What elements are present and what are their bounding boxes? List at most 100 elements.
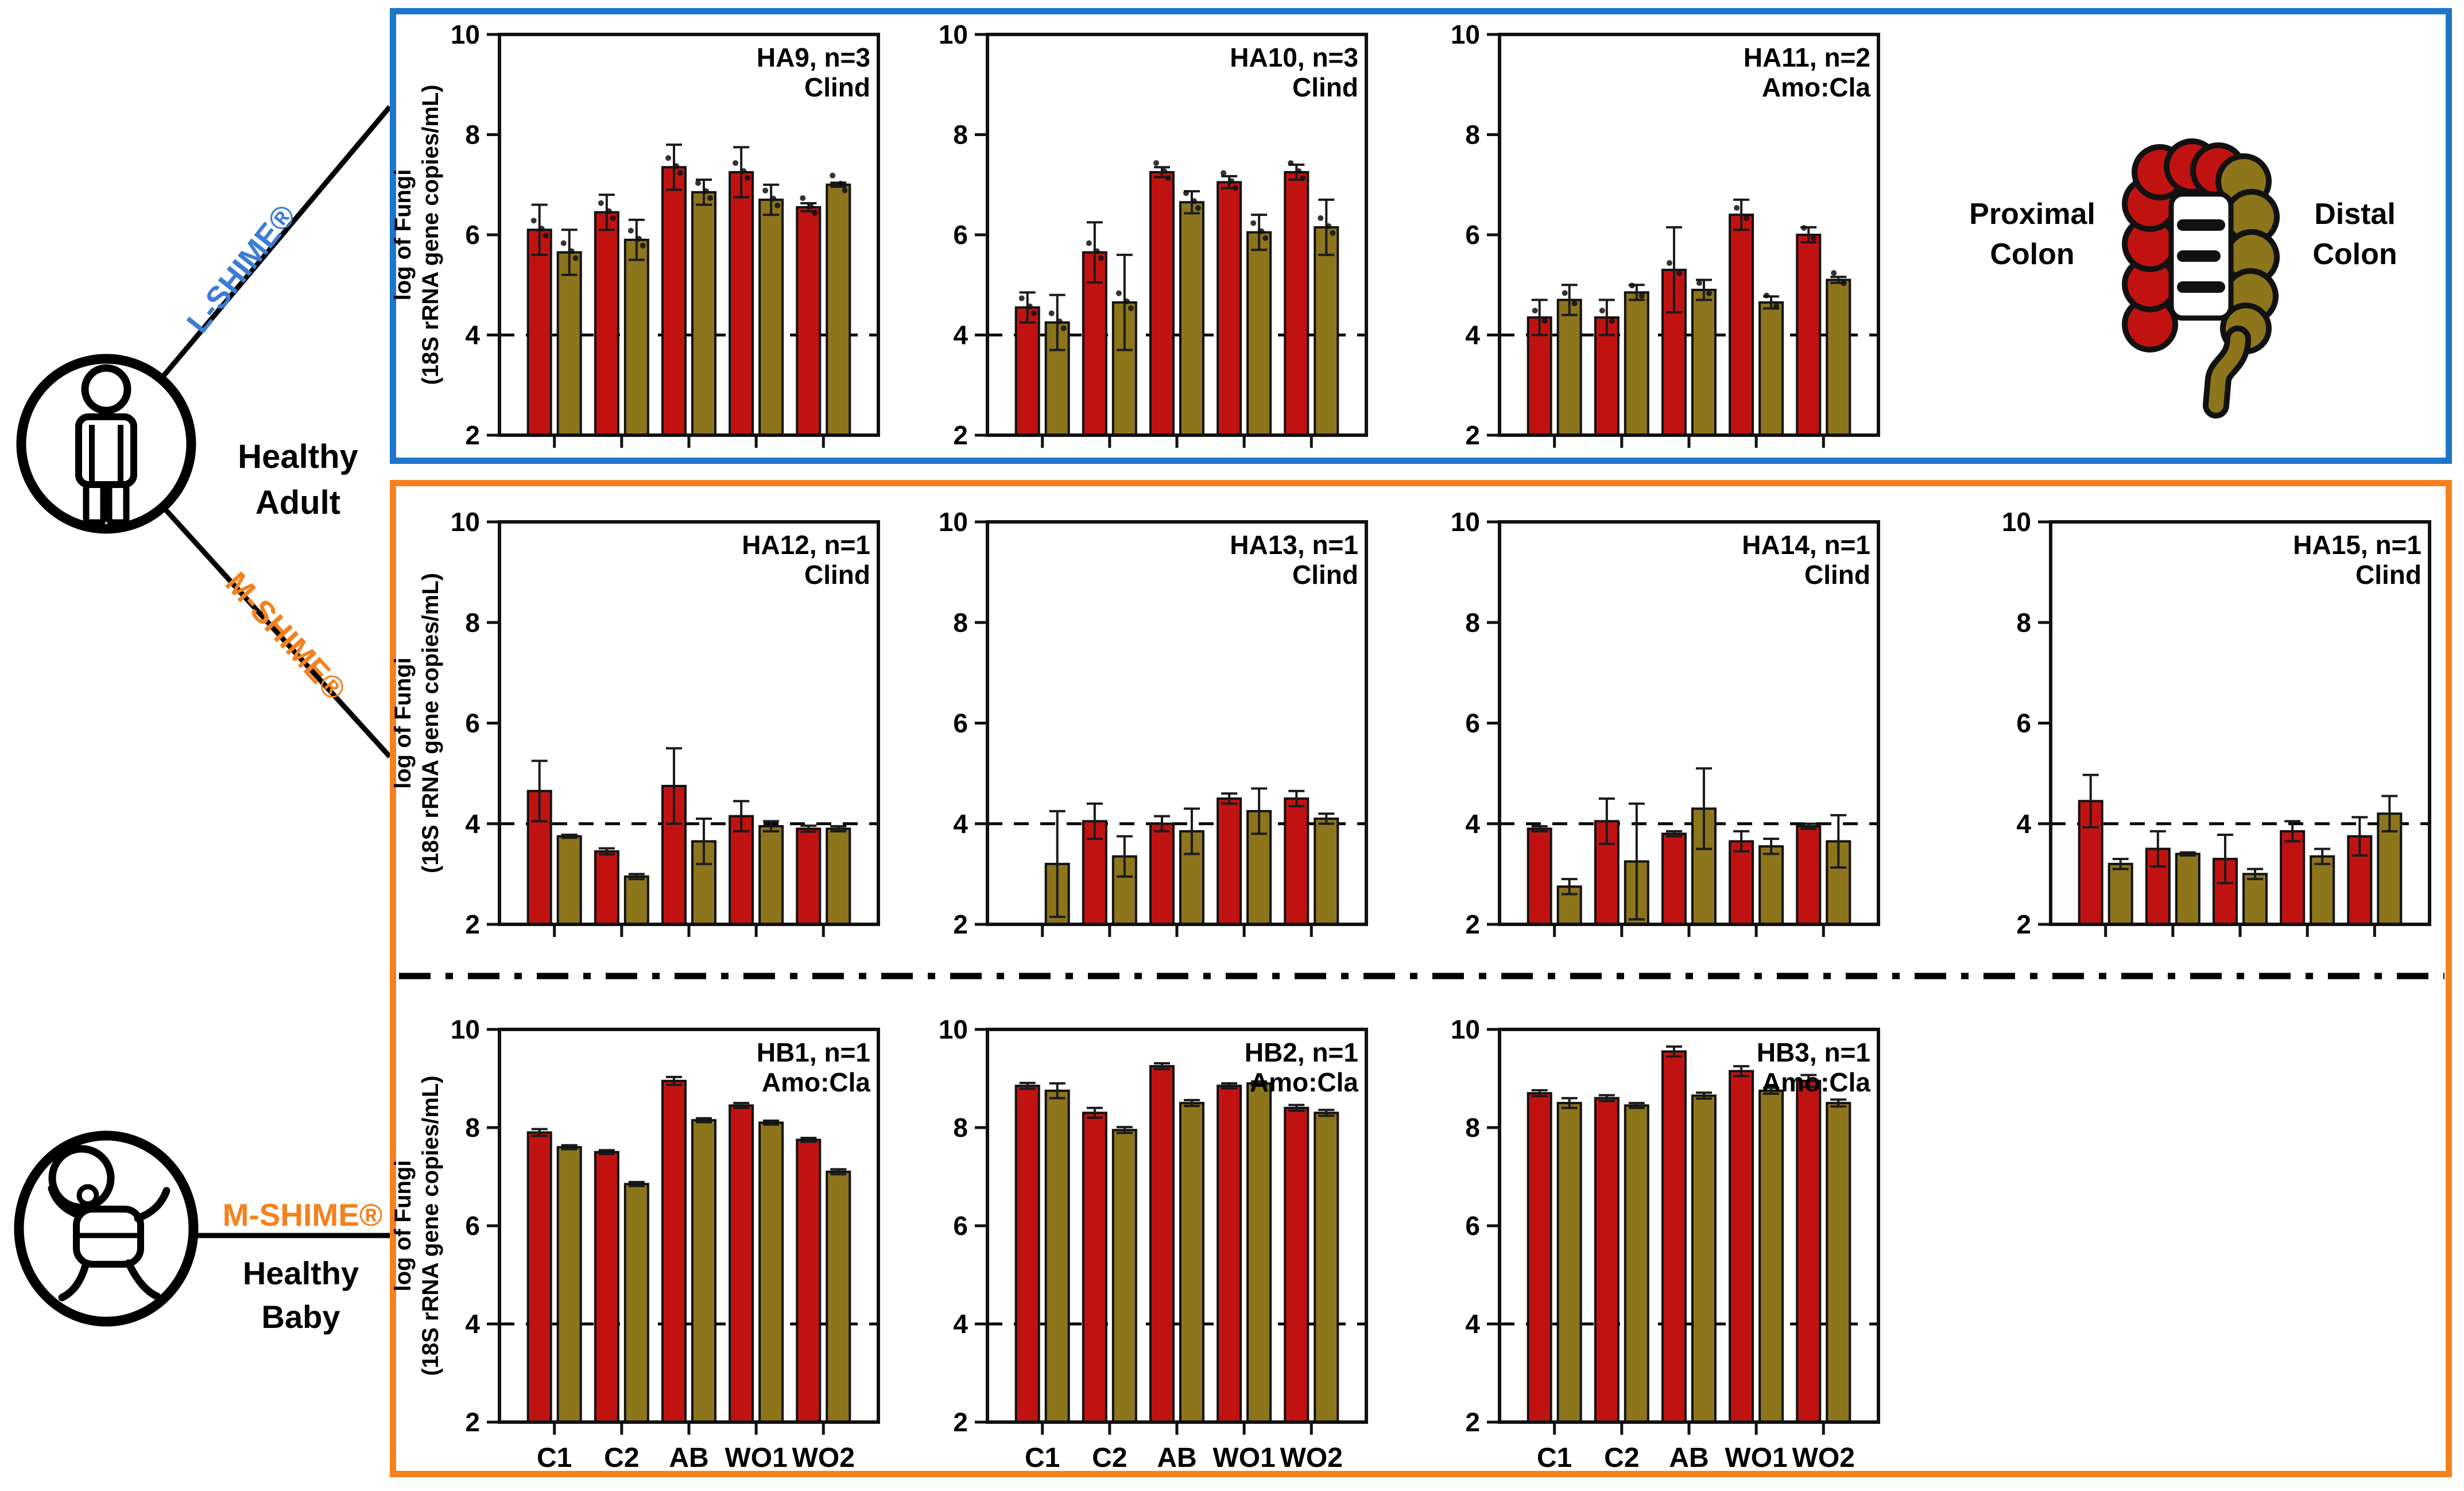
mshime-group-box — [390, 480, 2452, 1477]
bar-distal — [826, 183, 851, 436]
bar-distal — [758, 1121, 784, 1423]
svg-text:C1: C1 — [537, 1443, 572, 1473]
svg-text:6: 6 — [953, 708, 968, 738]
svg-text:4: 4 — [1465, 1309, 1480, 1339]
svg-text:Amo:Cla: Amo:Cla — [1762, 1067, 1871, 1097]
bar-distal — [1691, 1094, 1717, 1424]
svg-text:2: 2 — [1465, 909, 1480, 939]
svg-text:log of Fungi: log of Fungi — [390, 169, 416, 301]
bar-proximal — [594, 850, 619, 925]
bar-proximal — [1284, 797, 1310, 925]
bar-proximal — [1661, 1050, 1687, 1424]
bar-proximal — [1729, 840, 1754, 926]
proximal-colon-label: Proximal Colon — [1946, 194, 2118, 274]
svg-text:Clind: Clind — [804, 72, 870, 102]
bar-distal — [1624, 1104, 1649, 1423]
bar-distal — [1826, 1102, 1851, 1423]
bar-distal — [691, 191, 716, 436]
svg-text:8: 8 — [1465, 607, 1480, 637]
bar-proximal — [1014, 306, 1040, 437]
svg-text:(18S rRNA gene copies/mL): (18S rRNA gene copies/mL) — [418, 573, 443, 873]
bar-distal — [623, 875, 649, 925]
svg-text:4: 4 — [465, 1309, 480, 1339]
bar-proximal — [594, 1151, 619, 1423]
svg-text:Clind: Clind — [2355, 560, 2422, 590]
bar-distal — [623, 238, 649, 436]
svg-text:Amo:Cla: Amo:Cla — [762, 1067, 871, 1097]
bar-proximal — [661, 166, 687, 436]
svg-text:6: 6 — [953, 220, 968, 250]
distal-colon-line1: Distal — [2314, 197, 2396, 231]
svg-text:4: 4 — [953, 320, 968, 350]
svg-text:2: 2 — [1465, 1407, 1480, 1437]
svg-text:4: 4 — [953, 1309, 968, 1339]
svg-text:2: 2 — [2016, 909, 2031, 939]
bar-distal — [758, 825, 784, 925]
bar-proximal — [1149, 822, 1175, 925]
m-shime-baby-label: M-SHIME® — [222, 1197, 383, 1233]
bar-proximal — [796, 1138, 822, 1423]
bar-proximal — [1216, 797, 1242, 925]
svg-text:10: 10 — [451, 1014, 480, 1044]
svg-text:8: 8 — [465, 1113, 480, 1143]
bar-distal — [1179, 201, 1204, 436]
svg-text:HA12, n=1: HA12, n=1 — [742, 530, 870, 560]
svg-text:C1: C1 — [1537, 1443, 1572, 1473]
svg-text:2: 2 — [465, 909, 480, 939]
bar-distal — [2242, 873, 2268, 925]
svg-text:4: 4 — [953, 809, 968, 839]
bar-distal — [1044, 1089, 1070, 1423]
bar-distal — [758, 198, 784, 436]
bar-proximal — [661, 1079, 687, 1423]
svg-text:8: 8 — [953, 607, 968, 637]
svg-text:WO2: WO2 — [1792, 1443, 1855, 1473]
svg-text:6: 6 — [465, 220, 480, 250]
healthy-baby-icon — [14, 1130, 199, 1327]
svg-text:log of Fungi: log of Fungi — [390, 1160, 416, 1292]
svg-text:10: 10 — [939, 507, 968, 537]
svg-text:AB: AB — [1157, 1443, 1196, 1473]
bar-proximal — [796, 827, 822, 926]
bar-proximal — [729, 815, 754, 926]
bar-distal — [1246, 231, 1272, 436]
distal-colon-line2: Colon — [2312, 238, 2397, 271]
svg-text:4: 4 — [2016, 809, 2031, 839]
bar-proximal — [1796, 1079, 1822, 1423]
svg-text:C2: C2 — [604, 1443, 639, 1473]
healthy-adult-line2: Adult — [255, 484, 341, 521]
bar-proximal — [729, 1104, 754, 1423]
bar-proximal — [1284, 1106, 1310, 1424]
bar-distal — [1624, 291, 1649, 436]
svg-text:HA11, n=2: HA11, n=2 — [1744, 42, 1870, 72]
svg-text:C1: C1 — [1025, 1443, 1060, 1473]
svg-text:8: 8 — [1465, 1113, 1480, 1143]
bar-proximal — [1527, 827, 1552, 926]
svg-text:Amo:Cla: Amo:Cla — [1762, 72, 1871, 102]
svg-text:8: 8 — [953, 120, 968, 150]
healthy-adult-icon — [16, 354, 196, 534]
bar-proximal — [1729, 214, 1754, 436]
svg-text:HB1, n=1: HB1, n=1 — [757, 1037, 870, 1067]
svg-text:10: 10 — [939, 1014, 968, 1044]
lshime-group-box — [390, 8, 2452, 464]
m-shime-adult-label: M-SHIME® — [218, 565, 354, 707]
svg-text:6: 6 — [1465, 708, 1480, 738]
svg-text:HB3, n=1: HB3, n=1 — [1757, 1037, 1870, 1067]
bar-distal — [1314, 1112, 1339, 1424]
bar-distal — [556, 835, 582, 925]
svg-text:6: 6 — [465, 1211, 480, 1241]
proximal-colon-line2: Colon — [1990, 238, 2075, 271]
svg-text:C2: C2 — [1092, 1443, 1127, 1473]
svg-text:4: 4 — [1465, 809, 1480, 839]
svg-text:Clind: Clind — [1804, 560, 1870, 590]
connector-lines — [160, 105, 392, 1238]
svg-text:10: 10 — [451, 20, 480, 49]
bar-proximal — [1149, 1065, 1175, 1423]
